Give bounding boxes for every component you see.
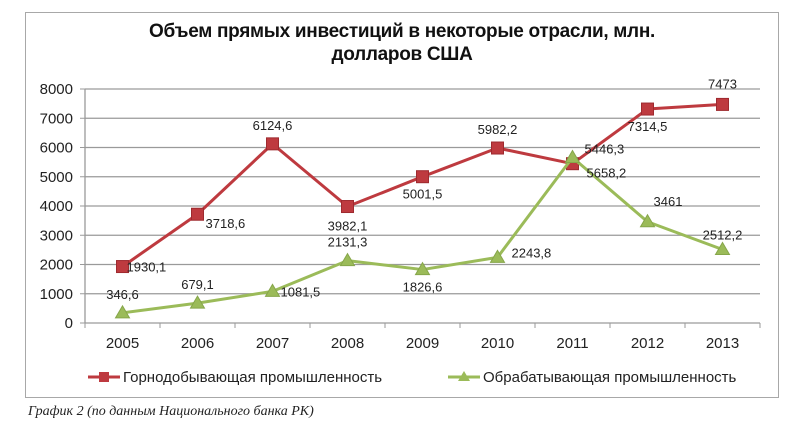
y-tick-label: 8000: [40, 81, 73, 98]
data-label: 6124,6: [253, 118, 293, 133]
data-label: 5446,3: [585, 142, 625, 157]
legend-square-icon: [99, 372, 109, 382]
data-label: 346,6: [106, 287, 139, 302]
triangle-marker: [189, 295, 206, 309]
square-marker: [641, 102, 654, 116]
triangle-marker: [564, 149, 581, 163]
figure-caption: График 2 (по данным Национального банка …: [28, 404, 314, 419]
y-tick-label: 7000: [40, 110, 73, 127]
x-tick-label: 2010: [481, 335, 514, 352]
triangle-marker: [339, 252, 356, 267]
triangle-marker: [264, 283, 281, 297]
data-label: 3461: [654, 194, 683, 209]
triangle-marker: [489, 249, 506, 263]
x-tick-label: 2005: [106, 335, 139, 352]
x-tick-label: 2009: [406, 335, 439, 352]
data-label: 2512,2: [703, 228, 743, 243]
triangle-marker: [714, 241, 731, 256]
data-label: 1826,6: [403, 280, 443, 295]
square-marker: [716, 97, 729, 111]
y-tick-label: 2000: [40, 257, 73, 274]
series-lines: [114, 97, 731, 319]
chart-frame: [25, 12, 779, 398]
square-marker: [341, 200, 354, 214]
y-tick-label: 3000: [40, 227, 73, 244]
x-axis-tick-labels: 2005 2006 2007 2008 2009 2010 2011 2012 2013: [106, 335, 739, 352]
y-axis-tick-labels: 0 1000 2000 3000 4000 5000 6000 7000 8000: [40, 81, 73, 332]
data-label: 3982,1: [328, 219, 368, 234]
square-marker: [266, 137, 279, 151]
y-tick-label: 4000: [40, 198, 73, 215]
chart-title-line-1: Объем прямых инвестиций в некоторые отра…: [149, 21, 655, 42]
axes: [80, 88, 761, 328]
triangle-marker: [414, 261, 431, 276]
data-label: 2131,3: [328, 235, 368, 250]
legend-label: Горнодобывающая промышленность: [123, 369, 382, 386]
data-labels: 1930,1 3718,6 6124,6 3982,1 5001,5 5982,2 5446…: [106, 76, 742, 301]
square-marker: [416, 170, 429, 184]
x-tick-label: 2012: [631, 335, 664, 352]
data-label: 5658,2: [587, 165, 627, 180]
data-label: 1930,1: [127, 260, 167, 275]
data-label: 7473: [708, 76, 737, 91]
y-tick-label: 1000: [40, 286, 73, 303]
data-label: 7314,5: [628, 119, 668, 134]
y-tick-label: 5000: [40, 169, 73, 186]
data-label: 1081,5: [281, 284, 321, 299]
chart-title: Объем прямых инвестиций в некоторые отра…: [25, 20, 779, 66]
gridlines: [85, 88, 760, 295]
data-label: 2243,8: [512, 245, 552, 260]
data-label: 5001,5: [403, 187, 443, 202]
legend-triangle-icon: [458, 371, 470, 381]
x-tick-label: 2011: [556, 335, 588, 352]
data-label: 3718,6: [206, 216, 246, 231]
triangle-marker: [114, 304, 131, 319]
square-marker: [491, 141, 504, 155]
x-tick-label: 2013: [706, 335, 739, 352]
x-tick-label: 2007: [256, 335, 289, 352]
data-label: 5982,2: [478, 122, 518, 137]
y-tick-label: 6000: [40, 140, 73, 157]
data-label: 679,1: [181, 277, 214, 292]
legend-label: Обрабатывающая промышленность: [483, 369, 737, 386]
legend: Горнодобывающая промышленность Обрабатыва…: [88, 369, 737, 386]
square-marker: [116, 260, 129, 274]
triangle-marker: [639, 213, 656, 228]
chart-title-line-2: долларов США: [331, 44, 473, 65]
x-tick-label: 2006: [181, 335, 214, 352]
square-marker: [191, 207, 204, 221]
y-tick-label: 0: [65, 315, 73, 332]
x-tick-label: 2008: [331, 335, 364, 352]
